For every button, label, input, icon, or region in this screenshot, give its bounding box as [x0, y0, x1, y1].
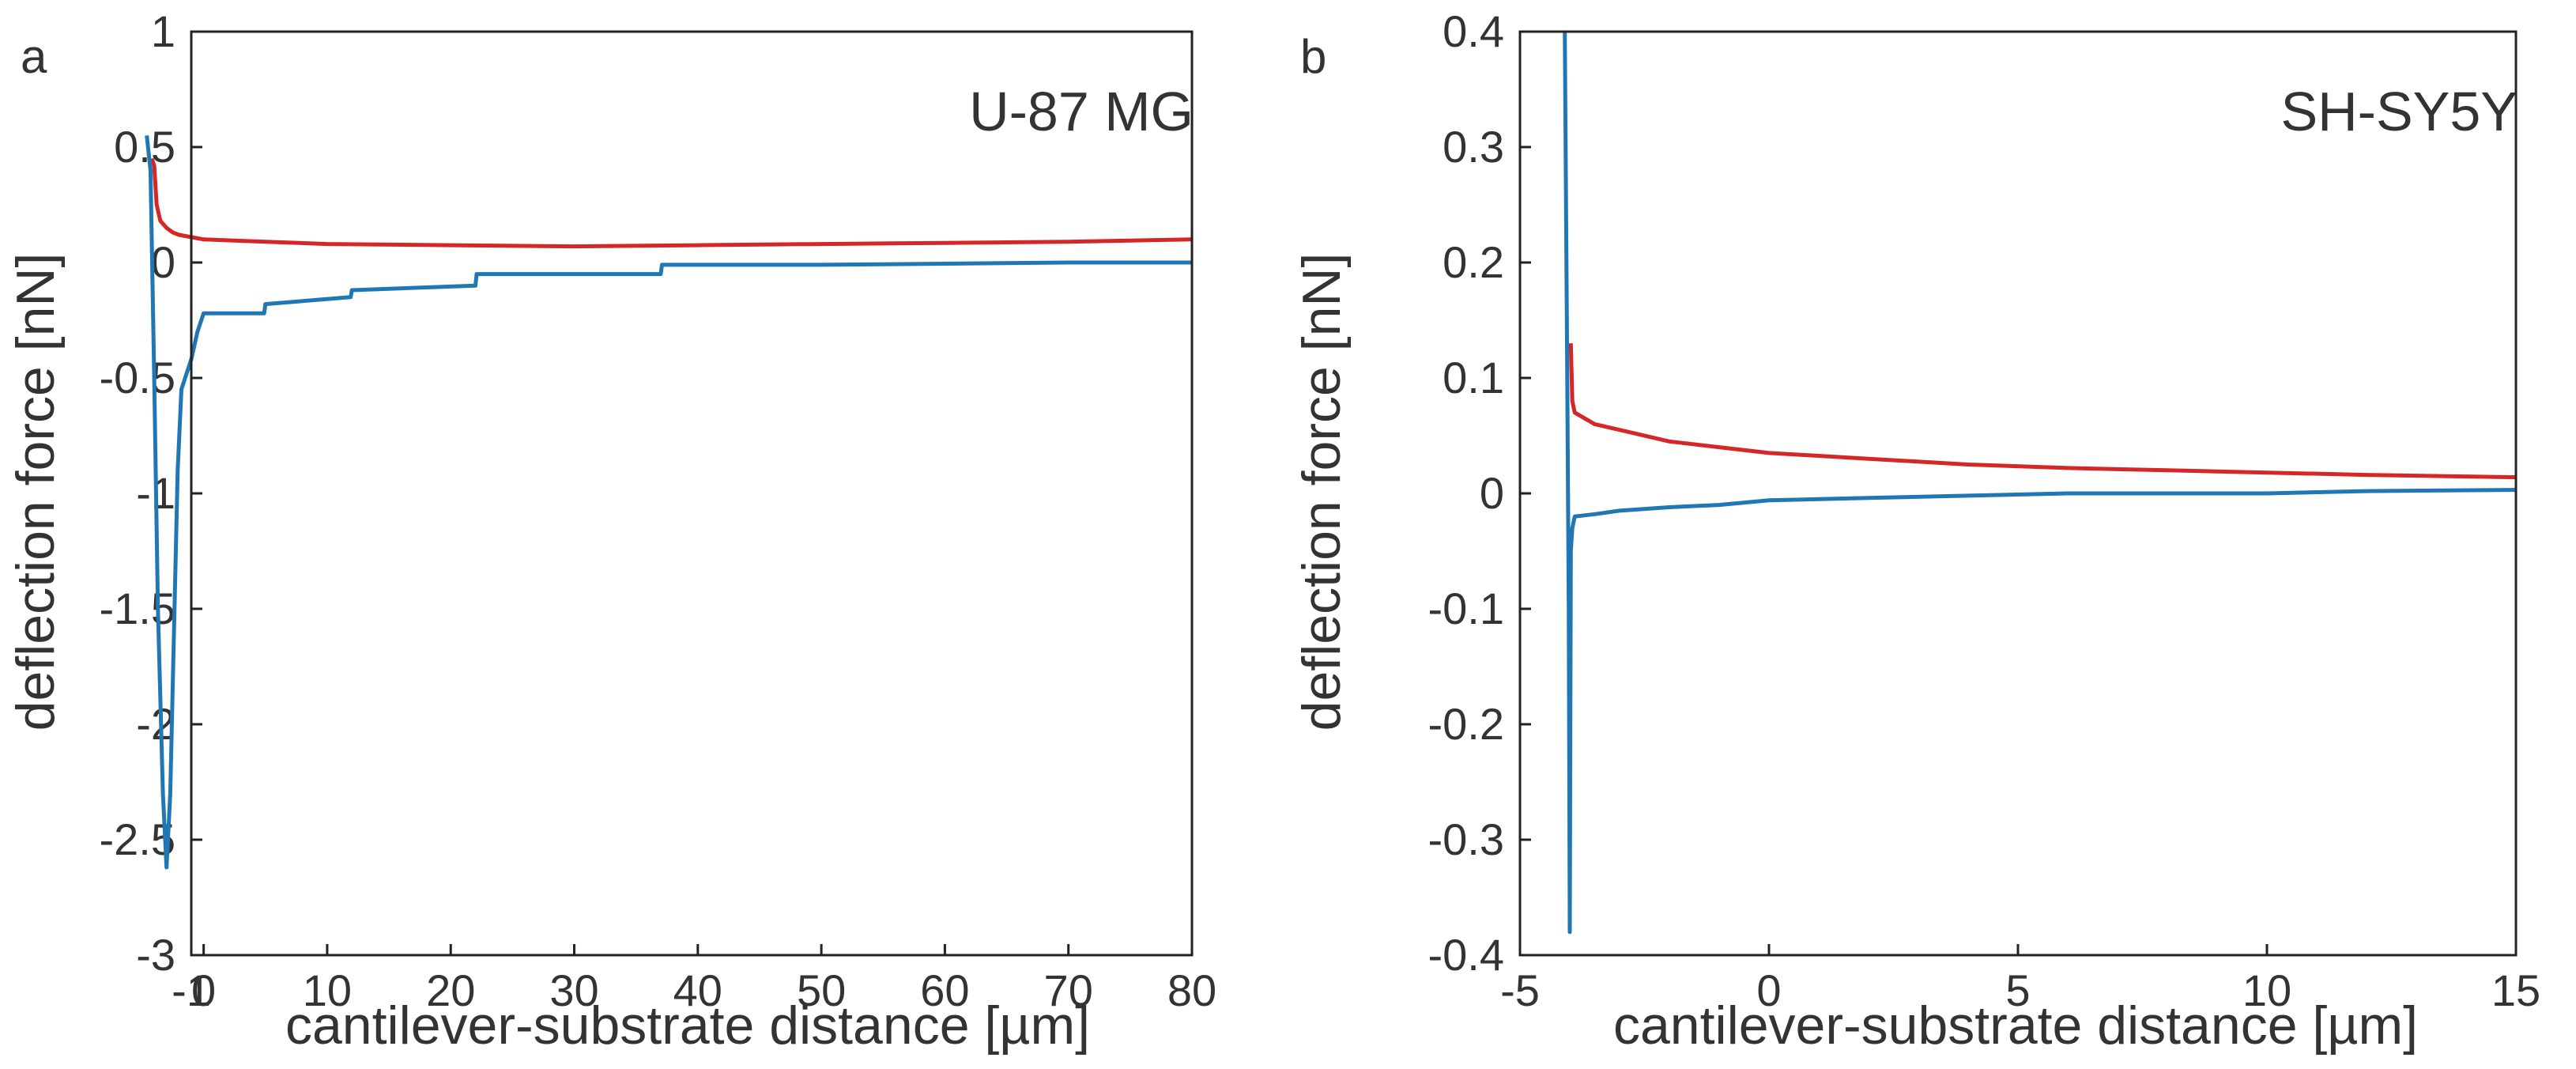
x-tick-label-b: -5	[1500, 965, 1540, 1015]
y-tick-label-a: 0.5	[114, 122, 175, 172]
x-tick-label-a: 80	[1167, 965, 1216, 1015]
y-tick-label-b: 0.2	[1443, 237, 1504, 287]
panel-title-b: SH-SY5Y	[2280, 81, 2518, 142]
x-tick-label-a: 10	[303, 965, 352, 1015]
x-tick-label-a: 60	[920, 965, 969, 1015]
y-tick-label-a: -0.5	[100, 353, 176, 402]
y-axis-label-a: deflection force [nN]	[6, 253, 66, 731]
x-tick-label-b: 10	[2242, 965, 2291, 1015]
panel-letter-a: a	[21, 30, 47, 83]
x-tick-label-b: 5	[2005, 965, 2030, 1015]
panel-letter-b: b	[1300, 30, 1326, 83]
x-tick-label-a: 30	[549, 965, 598, 1015]
y-tick-label-a: -3	[136, 930, 175, 980]
plot-frame-b	[1518, 30, 2518, 957]
series-group-b	[1563, 31, 2517, 935]
y-tick-label-b: -0.2	[1428, 699, 1505, 749]
x-tick-label-a: 0	[191, 965, 216, 1015]
y-tick-label-b: -0.3	[1428, 814, 1505, 864]
panel-title-a: U-87 MG	[969, 81, 1194, 142]
panel-b-chart: b SH-SY5Y cantilever-substrate distance …	[1292, 6, 2540, 1056]
x-tick-label-b: 15	[2491, 965, 2540, 1015]
x-tick-label-a: 70	[1044, 965, 1093, 1015]
retract-curve-a	[149, 157, 1193, 249]
retract-curve-b	[1568, 343, 2517, 480]
x-tick-label-a: 40	[673, 965, 722, 1015]
y-tick-label-a: 0	[151, 237, 175, 287]
y-tick-label-b: -0.1	[1428, 584, 1505, 633]
y-tick-label-b: 0.4	[1443, 6, 1504, 56]
y-tick-label-b: -0.4	[1428, 930, 1505, 980]
y-tick-label-a: 1	[151, 6, 175, 56]
series-group-a	[145, 135, 1193, 870]
x-tick-label-b: 0	[1756, 965, 1781, 1015]
x-tick-label-a: -1	[172, 965, 211, 1015]
y-tick-label-b: 0.3	[1443, 122, 1504, 172]
approach-curve-b	[1563, 31, 2517, 935]
panel-a-chart: a U-87 MG cantilever-substrate distance …	[6, 6, 1216, 1056]
y-tick-label-a: -2	[136, 699, 175, 749]
x-axis-label-b: cantilever-substrate distance [µm]	[1613, 995, 2418, 1056]
approach-curve-a	[145, 135, 1192, 870]
y-tick-label-b: 0.1	[1443, 353, 1504, 402]
plot-frame-a	[190, 30, 1194, 957]
ticks-b: -5 0 5 10 15 0.4 0.3 0.2 0.1 0 -0.1 -0.2 -0.3 -0.4	[1428, 6, 2541, 1015]
x-tick-label-a: 50	[797, 965, 846, 1015]
y-tick-label-b: 0	[1480, 468, 1504, 518]
y-tick-label-a: -1.5	[100, 584, 176, 633]
y-axis-label-b: deflection force [nN]	[1292, 253, 1352, 731]
ticks-a: -10 10 20 30 40 50 60 70 8010.50-0.5-1-1.5-2-2.5…	[100, 6, 1217, 1015]
x-axis-label-a: cantilever-substrate distance [µm]	[285, 995, 1090, 1056]
x-tick-label-a: 20	[426, 965, 475, 1015]
